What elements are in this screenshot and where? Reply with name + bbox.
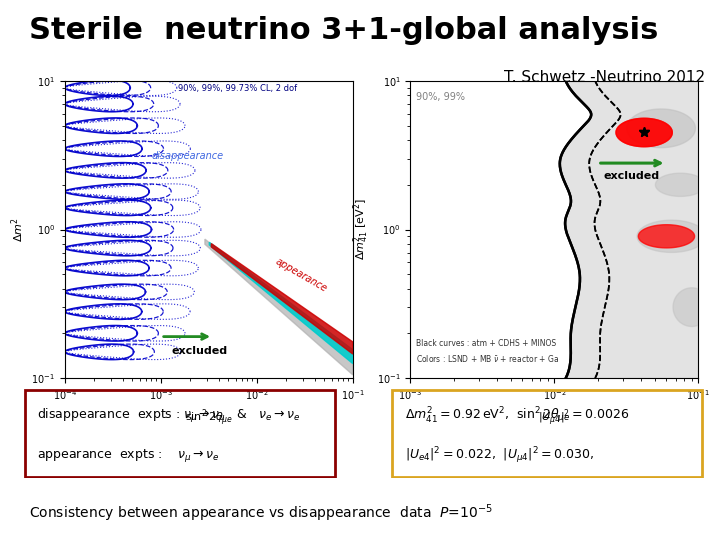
Text: disappearance: disappearance [151, 151, 224, 160]
Text: Colors : LSND + MB $\bar{\nu}$ + reactor + Ga: Colors : LSND + MB $\bar{\nu}$ + reactor… [416, 353, 559, 364]
Polygon shape [616, 118, 672, 147]
Text: Black curves : atm + CDHS + MINOS: Black curves : atm + CDHS + MINOS [416, 339, 557, 348]
Text: Consistency between appearance vs disappearance  data  $P$=10$^{-5}$: Consistency between appearance vs disapp… [29, 502, 492, 524]
Text: $|U_{e4}|^2 = 0.022$,  $|U_{\mu 4}|^2 = 0.030$,: $|U_{e4}|^2 = 0.022$, $|U_{\mu 4}|^2 = 0… [405, 446, 593, 466]
Text: disappearance  expts : $\nu_{\mu} \rightarrow \nu_{\mu}$   &   $\nu_e \rightarro: disappearance expts : $\nu_{\mu} \righta… [37, 407, 301, 424]
Polygon shape [639, 225, 695, 248]
X-axis label: $\sin^2 2\theta_{\mu e}$: $\sin^2 2\theta_{\mu e}$ [184, 407, 233, 428]
Polygon shape [626, 109, 696, 147]
Y-axis label: $\Delta m^2$: $\Delta m^2$ [9, 217, 26, 242]
Text: $\Delta m^2_{41} = 0.92\,\mathrm{eV}^2$,  $\sin^2 2\theta_{\mu e} = 0.0026$: $\Delta m^2_{41} = 0.92\,\mathrm{eV}^2$,… [405, 405, 629, 426]
Text: 90%, 99%, 99.73% CL, 2 dof: 90%, 99%, 99.73% CL, 2 dof [178, 84, 297, 93]
Polygon shape [616, 118, 672, 147]
Text: excluded: excluded [172, 346, 228, 356]
Text: Sterile  neutrino 3+1-global analysis: Sterile neutrino 3+1-global analysis [29, 16, 658, 45]
Y-axis label: $\Delta m^2_{41}$ [eV$^2$]: $\Delta m^2_{41}$ [eV$^2$] [351, 199, 372, 260]
Text: excluded: excluded [603, 171, 660, 181]
Polygon shape [673, 288, 698, 327]
Polygon shape [205, 239, 353, 375]
Text: T. Schwetz -Neutrino 2012: T. Schwetz -Neutrino 2012 [505, 70, 706, 85]
Polygon shape [212, 244, 353, 354]
Polygon shape [655, 173, 698, 197]
Text: appearance: appearance [274, 256, 329, 294]
Polygon shape [637, 220, 698, 252]
Text: appearance  expts :    $\nu_{\mu} \rightarrow \nu_e$: appearance expts : $\nu_{\mu} \rightarro… [37, 447, 220, 464]
Text: 90%, 99%: 90%, 99% [416, 92, 465, 102]
Polygon shape [210, 242, 353, 363]
X-axis label: $|U_{\mu 4}|^2$: $|U_{\mu 4}|^2$ [539, 407, 570, 428]
